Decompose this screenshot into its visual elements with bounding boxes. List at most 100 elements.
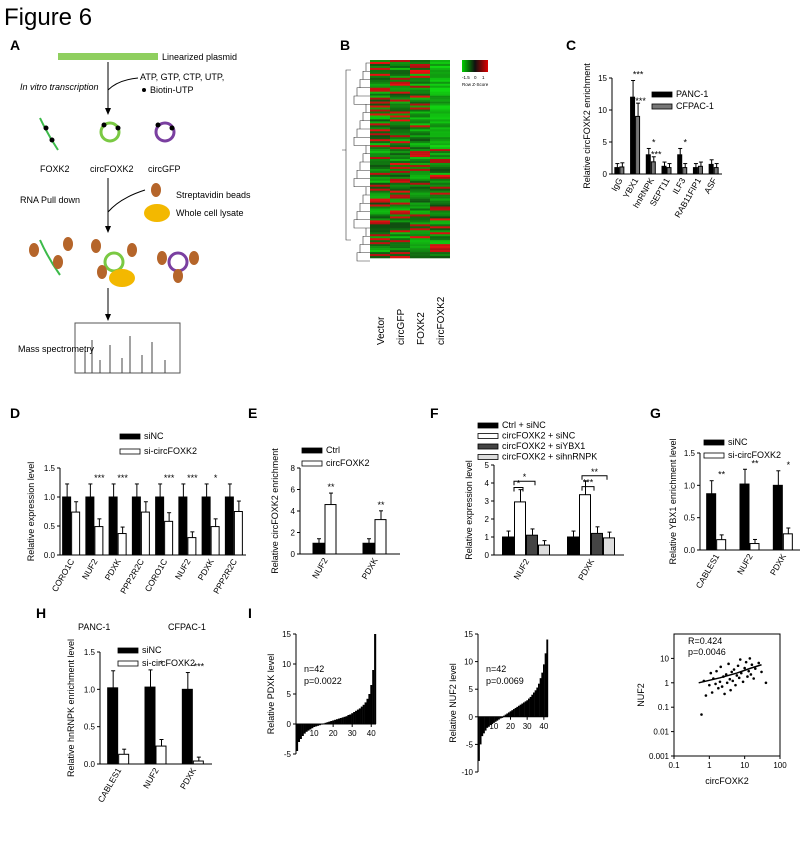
heatmap-cell [430,153,450,156]
significance-mark: *** [194,661,205,671]
scatter-point [760,670,763,674]
heatmap-cell [430,244,450,247]
heatmap-cell [410,182,430,186]
heatmap-cell [430,95,450,98]
scatter-point [724,673,728,676]
heatmap-cell [390,226,410,229]
significance-bracket [513,480,536,486]
heatmap-cell [390,83,410,87]
scatter-point [728,677,732,681]
waterfall-bar [543,664,545,717]
biotin-dot [142,88,146,92]
heatmap-cell [430,192,450,195]
waterfall-bar [305,724,308,732]
heatmap-cell [390,212,410,215]
heatmap-cell [370,234,390,237]
y-tick-label: 6 [291,486,296,495]
heatmap-cell [390,184,410,188]
heatmap-cell [430,103,450,106]
y-tick-label: 10 [598,106,607,115]
heatmap-cell [430,222,450,225]
bar [514,501,526,556]
fit-line [698,664,762,684]
heatmap-cell [370,170,390,174]
waterfall-bar [483,716,485,734]
heatmap-cell [390,218,410,221]
significance-mark: * [787,460,791,470]
bar [107,687,119,765]
y-tick-label: 0.1 [658,703,670,712]
heatmap-cell [390,103,410,106]
y-axis-label: Relative NUF2 level [448,663,458,743]
circfoxk2-complex [103,251,125,273]
heatmap-cell [410,93,430,96]
legend-swatch [703,452,725,459]
lysate-icon [144,204,170,222]
scatter-point [710,691,714,694]
heatmap-cell [370,101,390,104]
chart-f: 0 1 2 3 4 5 Relative expression level NUF2 PDXK C… [464,420,624,582]
heatmap-cell [390,95,410,98]
waterfall-bar [511,710,514,717]
heatmap-cell [370,97,390,100]
chart-g: 0.0 0.5 1.0 1.5 Relative YBX1 enrichment lev… [668,437,800,590]
x-tick-label: CABLES1 [694,552,722,590]
legend-label: siNC [728,437,748,447]
waterfall-bar [534,690,537,717]
heatmap-cell [390,71,410,75]
bar [62,496,72,556]
scatter-point [720,685,724,688]
heatmap-cell [390,200,410,203]
heatmap-cell [410,162,430,166]
x-tick-label: 30 [523,722,532,731]
heatmap-cell [410,101,430,104]
heatmap-cell [370,91,390,94]
heatmap-cell [430,109,450,112]
heatmap-cell [430,149,450,152]
significance-mark: ** [751,458,759,468]
heatmap-cell [370,147,390,150]
heatmap-cell [370,79,390,83]
heatmap-cell [410,133,430,136]
heatmap-cell [430,234,450,237]
waterfall-bar [318,724,321,726]
heatmap-cell [390,242,410,245]
heatmap-cell [390,79,410,83]
heatmap-cell [430,115,450,118]
heatmap-cell [390,170,410,174]
significance-mark: ** [377,500,385,510]
heatmap-cell [370,238,390,241]
foxk2-complex [39,239,61,276]
nucleotide-label-2: Biotin-UTP [150,85,194,95]
heatmap-cell [410,204,430,207]
y-axis-label: Relative YBX1 enrichment level [668,439,678,565]
heatmap-cell [370,186,390,189]
zscore-legend-label: Row Z-Score [462,82,489,87]
heatmap-cell [410,250,430,253]
bar [739,483,750,551]
x-tick-label: PDXK [768,552,788,577]
heatmap-cell [410,153,430,156]
panel-label-g: G [650,405,661,421]
x-tick-label: PDXK [178,766,198,791]
zscore-tick: 0 [474,75,477,80]
scatter-point [732,668,736,671]
heatmap-cell [390,162,410,166]
waterfall-bar [479,716,482,745]
heatmap-cell [410,119,430,122]
bar [374,519,387,555]
probe-label-foxk2: FOXK2 [40,164,70,174]
heatmap-cell [430,224,450,227]
heatmap-cell [410,220,430,223]
heatmap-col-label: circFOXK2 [436,296,447,345]
heatmap-cell [410,242,430,245]
heatmap-cell [430,238,450,241]
heatmap-cell [410,81,430,85]
heatmap-cell [390,246,410,249]
heatmap-cell [430,89,450,92]
heatmap-cell [410,103,430,106]
heatmap-cell [370,95,390,98]
heatmap-cell [410,190,430,193]
heatmap-cell [390,240,410,243]
y-tick-label: 0.0 [84,760,96,769]
